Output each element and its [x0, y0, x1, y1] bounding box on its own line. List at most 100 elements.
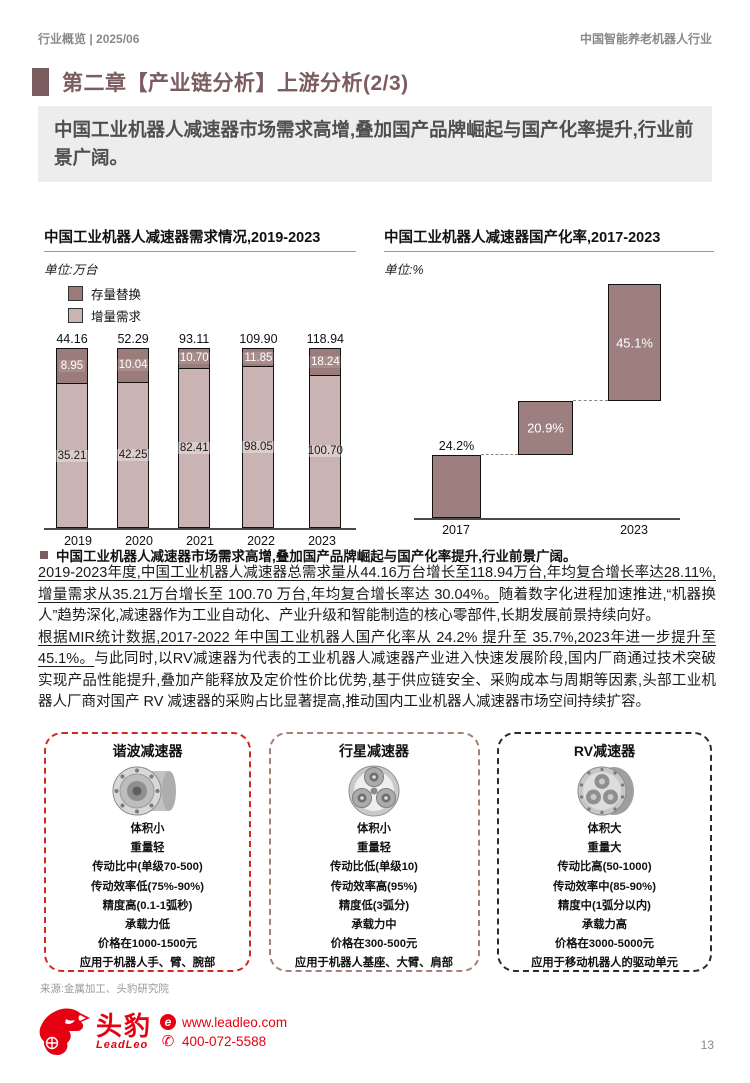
- contact-info: e www.leadleo.com ✆ 400-072-5588: [160, 1012, 287, 1052]
- demand-bars-area: 44.16 8.95 35.21 52.29 10.04 42.25 93.11…: [44, 328, 356, 530]
- demand-seg-incremental: 98.05: [242, 367, 275, 528]
- legend-item-incremental: 增量需求: [68, 306, 356, 325]
- para2-underlined-text: 根据MIR统计数据,2017-2022 年中国工业机器人国产化率从 24.2% …: [38, 629, 716, 668]
- segment-value-label: 98.05: [242, 441, 275, 454]
- x-axis-label: 2022: [247, 534, 275, 548]
- spec-line: 应用于机器人手、臂、腕部: [79, 957, 216, 970]
- demand-chart-unit: 单位:万台: [44, 263, 98, 277]
- page-number: 13: [700, 1038, 714, 1052]
- demand-x-axis-labels: 2019 2020 2021 2022 2023: [44, 534, 356, 548]
- spec-line: 应用于移动机器人的驱动单元: [531, 957, 678, 970]
- spec-line: 应用于机器人基座、大臂、肩部: [294, 957, 454, 970]
- planetary-reducer-image: [348, 765, 400, 817]
- planetary-reducer-box: 行星减速器 体积小 重量轻 传动比低(单级10) 传动效率高(95%) 精度低(…: [268, 732, 480, 972]
- spec-line: 承载力低: [124, 919, 171, 932]
- spec-line: 传动比高(50-1000): [557, 861, 652, 874]
- brand-name-cn: 头豹: [96, 1011, 153, 1041]
- demand-seg-incremental: 82.41: [177, 368, 211, 528]
- legend-swatch-incremental-icon: [68, 308, 83, 323]
- spec-line: 精度中(1弧分以内): [558, 899, 651, 912]
- leopard-logo-icon: [39, 1008, 90, 1055]
- demand-seg-incremental: 35.21: [55, 384, 89, 528]
- x-axis-label: 2021: [186, 534, 214, 548]
- spec-line: 价格在3000-5000元: [554, 938, 655, 951]
- stacked-bar: 10.04 42.25: [116, 348, 150, 528]
- rv-reducer-image: [577, 766, 634, 816]
- spec-line: 承载力中: [351, 919, 397, 932]
- page-header: 行业概览 | 2025/06 中国智能养老机器人行业: [38, 30, 712, 47]
- bar-value-label: 20.9%: [527, 420, 564, 436]
- analysis-paragraphs: 2019-2023年度,中国工业机器人减速器总需求量从44.16万台增长至118…: [38, 563, 716, 714]
- analysis-bullet-row: 中国工业机器人减速器市场需求高增,叠加国产品牌崛起与国产化率提升,行业前景广阔。: [40, 545, 577, 565]
- header-left-label: 行业概览 | 2025/06: [38, 32, 140, 46]
- bar-total-label: 118.94: [306, 332, 344, 346]
- phone-row: ✆ 400-072-5588: [160, 1032, 287, 1050]
- legend-item-replacement: 存量替换: [68, 284, 356, 303]
- harmonic-reducer-title: 谐波减速器: [112, 743, 183, 759]
- title-marker-icon: [32, 68, 49, 96]
- stacked-bar: 11.85 98.05: [242, 348, 275, 528]
- segment-value-label: 10.04: [116, 359, 150, 372]
- x-axis-label: 2023: [620, 523, 648, 537]
- spec-line: 精度低(3弧分): [338, 899, 410, 912]
- reducer-boxes: 谐波减速器 体积小 重量轻 传动比中(单级70-500) 传动效率低(75%-9…: [44, 732, 712, 972]
- highlight-summary: 中国工业机器人减速器市场需求高增,叠加国产品牌崛起与国产化率提升,行业前景广阔。: [38, 106, 712, 182]
- spec-line: 价格在300-500元: [330, 938, 418, 951]
- segment-value-label: 100.70: [305, 445, 345, 458]
- demand-bar-column: 118.94 18.24 100.70: [305, 332, 345, 528]
- localization-chart-title: 中国工业机器人减速器国产化率,2017-2023: [384, 226, 714, 252]
- spec-line: 传动效率高(95%): [330, 880, 418, 893]
- analysis-bullet-text: 中国工业机器人减速器市场需求高增,叠加国产品牌崛起与国产化率提升,行业前景广阔。: [56, 549, 577, 564]
- bar-total-label: 109.90: [239, 332, 278, 346]
- website-link[interactable]: www.leadleo.com: [182, 1014, 288, 1030]
- waterfall-bar: 20.9%: [518, 401, 573, 456]
- demand-bar-column: 44.16 8.95 35.21: [55, 332, 89, 528]
- x-axis-label: 2019: [64, 534, 92, 548]
- stacked-bar: 10.70 82.41: [177, 348, 211, 528]
- planetary-reducer-title: 行星减速器: [339, 743, 409, 759]
- legend-label-replacement: 存量替换: [91, 288, 142, 302]
- para2-rest-text: 与此同时,以RV减速器为代表的工业机器人减速器产业进入快速发展阶段,国内厂商通过…: [38, 651, 716, 710]
- demand-seg-replacement: 18.24: [308, 348, 342, 376]
- leadleo-logo: 头豹 LeadLeo e www.leadleo.com ✆ 400-072-5…: [36, 1007, 287, 1057]
- stacked-bar: 18.24 100.70: [305, 348, 345, 528]
- segment-value-label: 35.21: [55, 449, 89, 462]
- legend-swatch-replacement-icon: [68, 286, 83, 301]
- chapter-title: 第二章【产业链分析】上游分析(2/3): [62, 72, 409, 95]
- spec-line: 精度高(0.1-1弧秒): [102, 899, 193, 912]
- demand-seg-replacement: 8.95: [56, 348, 88, 385]
- waterfall-bar: 45.1%: [608, 284, 661, 401]
- segment-value-label: 8.95: [58, 360, 86, 373]
- spec-line: 传动比中(单级70-500): [92, 861, 203, 874]
- rv-reducer-box: RV减速器 体积大 重量大 传动比高(50-1000) 传动效率中(85-90%…: [497, 732, 712, 972]
- x-axis-label: 2017: [442, 523, 470, 537]
- analysis-paragraph-2: 根据MIR统计数据,2017-2022 年中国工业机器人国产化率从 24.2% …: [38, 628, 716, 714]
- spec-line: 重量大: [587, 842, 622, 855]
- demand-bar-column: 52.29 10.04 42.25: [116, 332, 150, 528]
- localization-chart-unit: 单位:%: [384, 263, 424, 277]
- harmonic-reducer-box: 谐波减速器 体积小 重量轻 传动比中(单级70-500) 传动效率低(75%-9…: [44, 732, 251, 972]
- demand-chart-title: 中国工业机器人减速器需求情况,2019-2023: [44, 226, 356, 252]
- brand-name-en: LeadLeo: [96, 1039, 149, 1051]
- waterfall-connector: [481, 454, 518, 456]
- para1-underlined-text: 2019-2023年度,中国工业机器人减速器总需求量从44.16万台增长至118…: [38, 565, 716, 603]
- brand-text: 头豹 LeadLeo: [96, 1013, 152, 1051]
- header-right-label: 中国智能养老机器人行业: [579, 32, 712, 46]
- x-axis-label: 2020: [125, 534, 153, 548]
- spec-line: 传动效率低(75%-90%): [91, 880, 204, 893]
- spec-line: 承载力高: [581, 919, 628, 932]
- phone-icon: ✆: [161, 1033, 175, 1050]
- demand-seg-replacement: 10.70: [177, 348, 211, 369]
- bar-total-label: 93.11: [179, 332, 210, 346]
- spec-line: 传动效率中(85-90%): [553, 880, 656, 893]
- demand-bar-column: 93.11 10.70 82.41: [177, 332, 211, 528]
- demand-chart: 中国工业机器人减速器需求情况,2019-2023 单位:万台 存量替换 增量需求…: [44, 226, 356, 548]
- e-globe-icon: e: [160, 1014, 177, 1030]
- spec-line: 传动比低(单级10): [330, 861, 418, 874]
- planetary-reducer-specs: 体积小 重量轻 传动比低(单级10) 传动效率高(95%) 精度低(3弧分) 承…: [275, 820, 474, 970]
- legend-label-incremental: 增量需求: [91, 310, 142, 324]
- demand-seg-replacement: 11.85: [242, 348, 275, 368]
- waterfall-bar: 24.2%: [432, 439, 481, 518]
- spec-line: 体积小: [357, 823, 391, 835]
- spec-line: 重量轻: [130, 842, 165, 855]
